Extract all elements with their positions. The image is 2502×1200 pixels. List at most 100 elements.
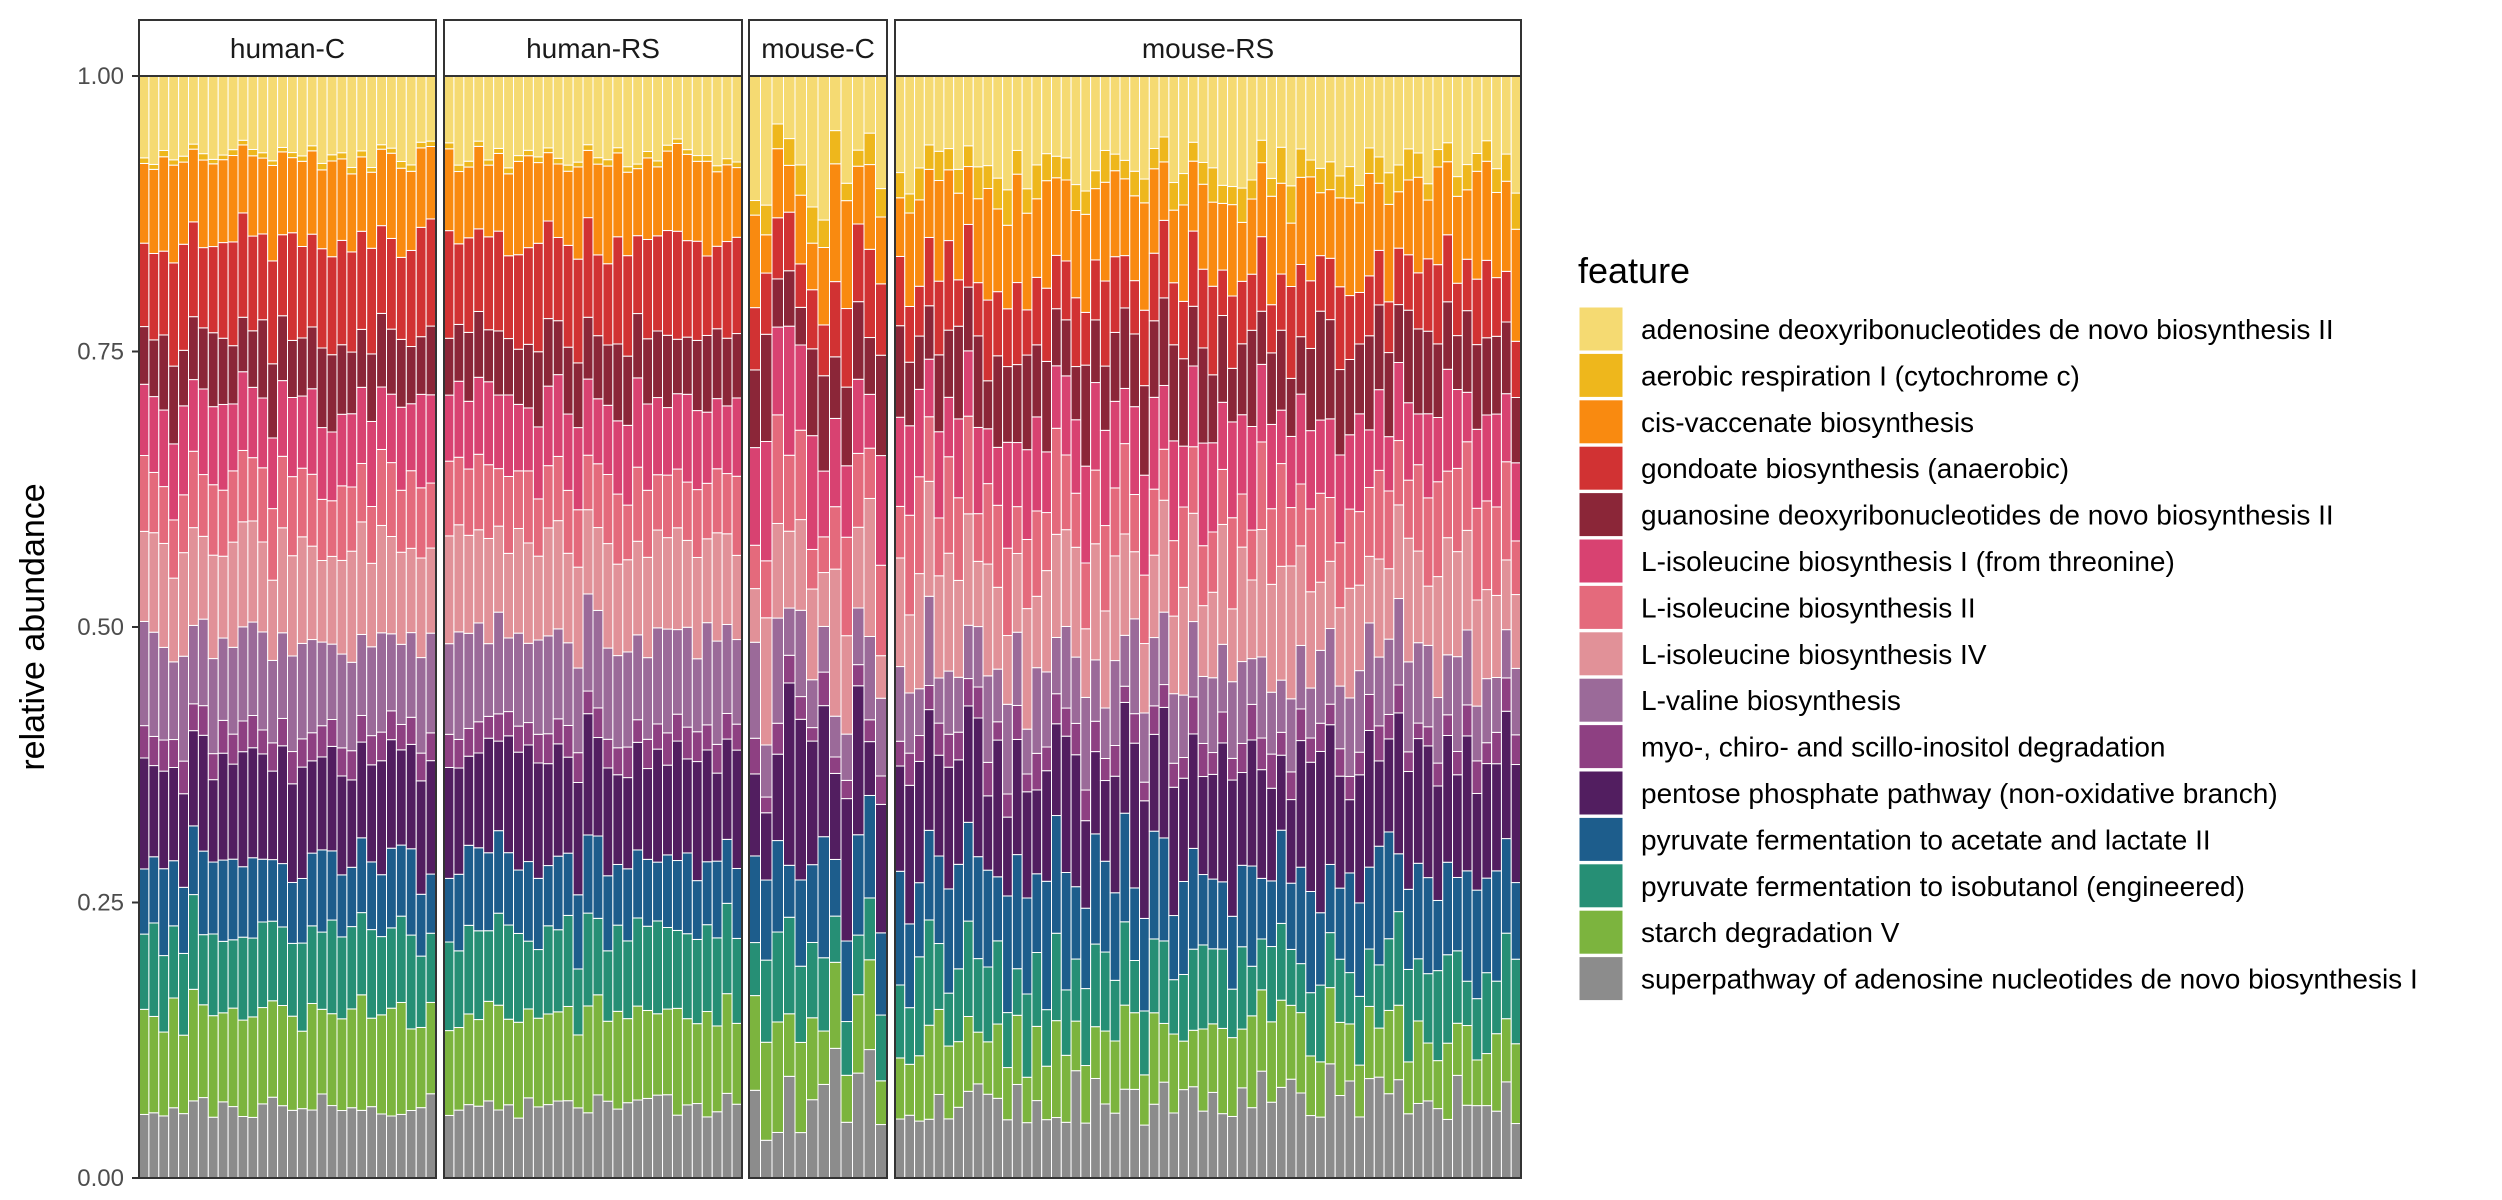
bar-segment (982, 966, 994, 1043)
bar-segment (316, 248, 328, 349)
bar-segment (493, 147, 505, 154)
bar-segment (992, 739, 1004, 878)
bar-segment (463, 331, 475, 402)
bar-segment (1197, 75, 1209, 163)
bar-segment (168, 925, 180, 999)
bar-segment (1227, 608, 1238, 683)
bar-segment (386, 1007, 397, 1117)
bar-segment (1344, 508, 1356, 589)
bar-segment (691, 75, 703, 157)
bar-segment (721, 712, 733, 740)
bar-segment (1364, 948, 1375, 1007)
bar-segment (207, 75, 219, 160)
bar-segment (1236, 187, 1248, 223)
bar-segment (463, 1013, 475, 1106)
bar-segment (158, 156, 170, 252)
bar-segment (1158, 297, 1170, 386)
bar-segment (1041, 746, 1052, 772)
bar-segment (731, 236, 743, 335)
bar-segment (1011, 631, 1023, 706)
bar-segment (711, 171, 723, 247)
bar-segment (1168, 762, 1180, 788)
bar-segment (972, 426, 984, 515)
bar-segment (207, 406, 219, 486)
bar-segment (1129, 960, 1141, 1014)
bar-segment (1315, 192, 1326, 257)
bar-segment (1373, 469, 1385, 560)
bar-segment (817, 1083, 830, 1179)
bar-segment (1187, 365, 1199, 448)
bar-segment (1227, 295, 1238, 369)
bar-segment (247, 1116, 259, 1179)
bar-segment (178, 793, 190, 888)
bar-segment (992, 75, 1004, 179)
bar-segment (982, 869, 994, 968)
bar-segment (1178, 1040, 1189, 1091)
bar-segment (257, 1007, 269, 1105)
bar-segment (1002, 75, 1013, 191)
bar-segment (306, 1109, 318, 1179)
bar-segment (953, 192, 964, 281)
bar-segment (852, 526, 865, 609)
bar-segment (1324, 628, 1336, 705)
facet-strip-label: mouse-RS (1142, 33, 1274, 64)
bar-segment (783, 916, 796, 1015)
legend-key (1578, 538, 1624, 584)
bar-segment (188, 624, 199, 705)
bar-segment (1422, 726, 1434, 747)
bar-segment (1197, 742, 1209, 778)
bar-segment (326, 850, 338, 921)
bar-segment (721, 164, 733, 243)
bar-segment (1187, 230, 1199, 307)
bar-segment (366, 764, 378, 863)
bar-segment (721, 405, 733, 475)
bar-segment (1383, 352, 1395, 438)
bar-segment (1442, 714, 1454, 736)
bar-segment (1266, 304, 1277, 354)
bar-segment (1217, 75, 1229, 186)
bar-segment (806, 941, 819, 1019)
bar-segment (1334, 685, 1346, 750)
bar-segment (257, 233, 269, 321)
bar-segment (681, 626, 693, 728)
bar-segment (691, 155, 703, 162)
bar-segment (1246, 1107, 1258, 1179)
bar-segment (1471, 278, 1483, 346)
bar-segment (415, 393, 427, 489)
legend-label: pentose phosphate pathway (non-oxidative… (1641, 778, 2278, 809)
bar-segment (992, 177, 1004, 210)
bar-segment (863, 635, 876, 721)
bar-segment (316, 347, 328, 429)
bar-segment (1500, 75, 1512, 155)
bar-segment (1334, 748, 1346, 777)
bar-segment (794, 1132, 807, 1179)
bar-segment (1021, 538, 1033, 610)
bar-segment (1207, 948, 1219, 1025)
bar-segment (1080, 696, 1092, 791)
bar-segment (1168, 182, 1180, 211)
bar-segment (1197, 874, 1209, 946)
bar-segment (923, 168, 935, 238)
bar-segment (366, 353, 378, 422)
bar-segment (1500, 321, 1512, 395)
bar-segment (158, 1115, 170, 1179)
bar-segment (1305, 890, 1317, 994)
bar-segment (425, 140, 437, 147)
bar-segment (287, 555, 298, 657)
bar-segment (612, 343, 624, 422)
bar-segment (806, 727, 819, 742)
bar-segment (1452, 876, 1463, 952)
bar-segment (483, 159, 495, 166)
bar-segment (1070, 366, 1082, 421)
bar-segment (840, 1121, 853, 1179)
bar-segment (904, 514, 916, 616)
bar-segment (1070, 1070, 1082, 1179)
bar-segment (1236, 1087, 1248, 1179)
bar-segment (158, 955, 170, 1033)
bar-segment (473, 752, 485, 849)
bar-segment (771, 722, 784, 755)
bar-segment (178, 494, 190, 554)
bar-segment (552, 929, 564, 1013)
bar-segment (1099, 149, 1111, 183)
bar-segment (671, 230, 683, 340)
